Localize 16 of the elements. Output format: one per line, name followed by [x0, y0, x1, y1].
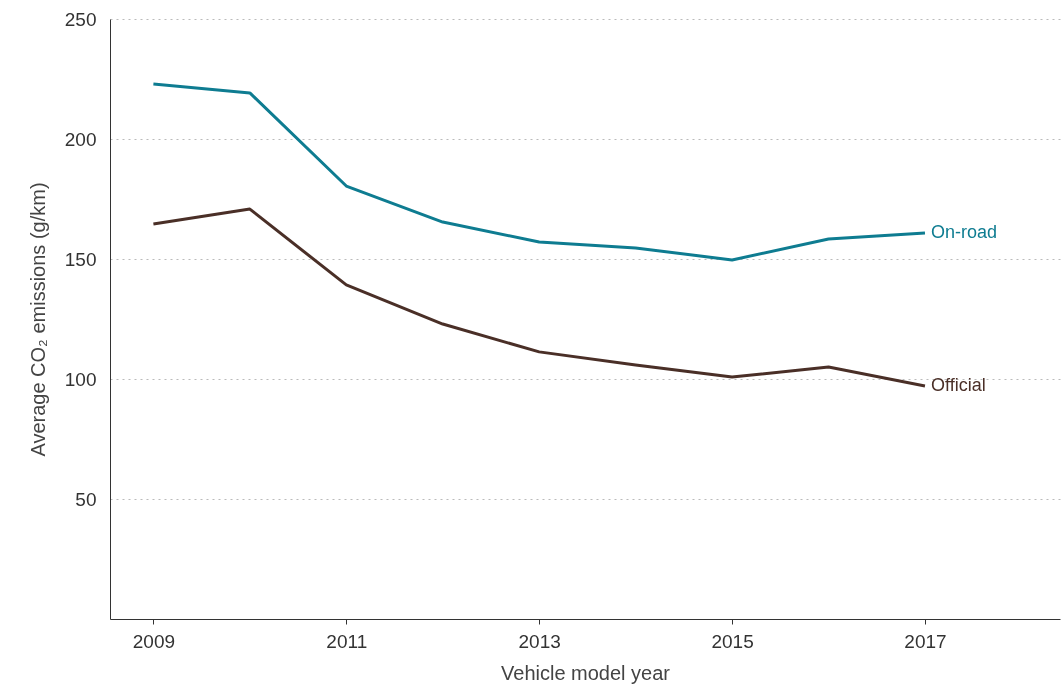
- series-label: On-road: [930, 222, 998, 243]
- x-tick-label: 2013: [518, 630, 561, 652]
- x-axis-title: Vehicle model year: [501, 661, 671, 684]
- x-tick-label: 2011: [326, 630, 368, 652]
- y-tick-label: 50: [75, 488, 97, 510]
- line-series: [151, 82, 927, 262]
- series-label: Official: [930, 374, 986, 395]
- y-axis-title: Average CO₂ emissions (g/km): [26, 182, 49, 457]
- y-tick-label: 200: [64, 128, 97, 150]
- x-tick-label: 2015: [711, 630, 754, 652]
- line-series: [151, 207, 927, 388]
- y-tick-label: 150: [64, 248, 97, 270]
- x-tick-label: 2009: [132, 630, 176, 652]
- y-tick-label: 100: [64, 368, 97, 390]
- y-tick-label: 250: [64, 8, 97, 30]
- x-tick-label: 2017: [904, 630, 947, 652]
